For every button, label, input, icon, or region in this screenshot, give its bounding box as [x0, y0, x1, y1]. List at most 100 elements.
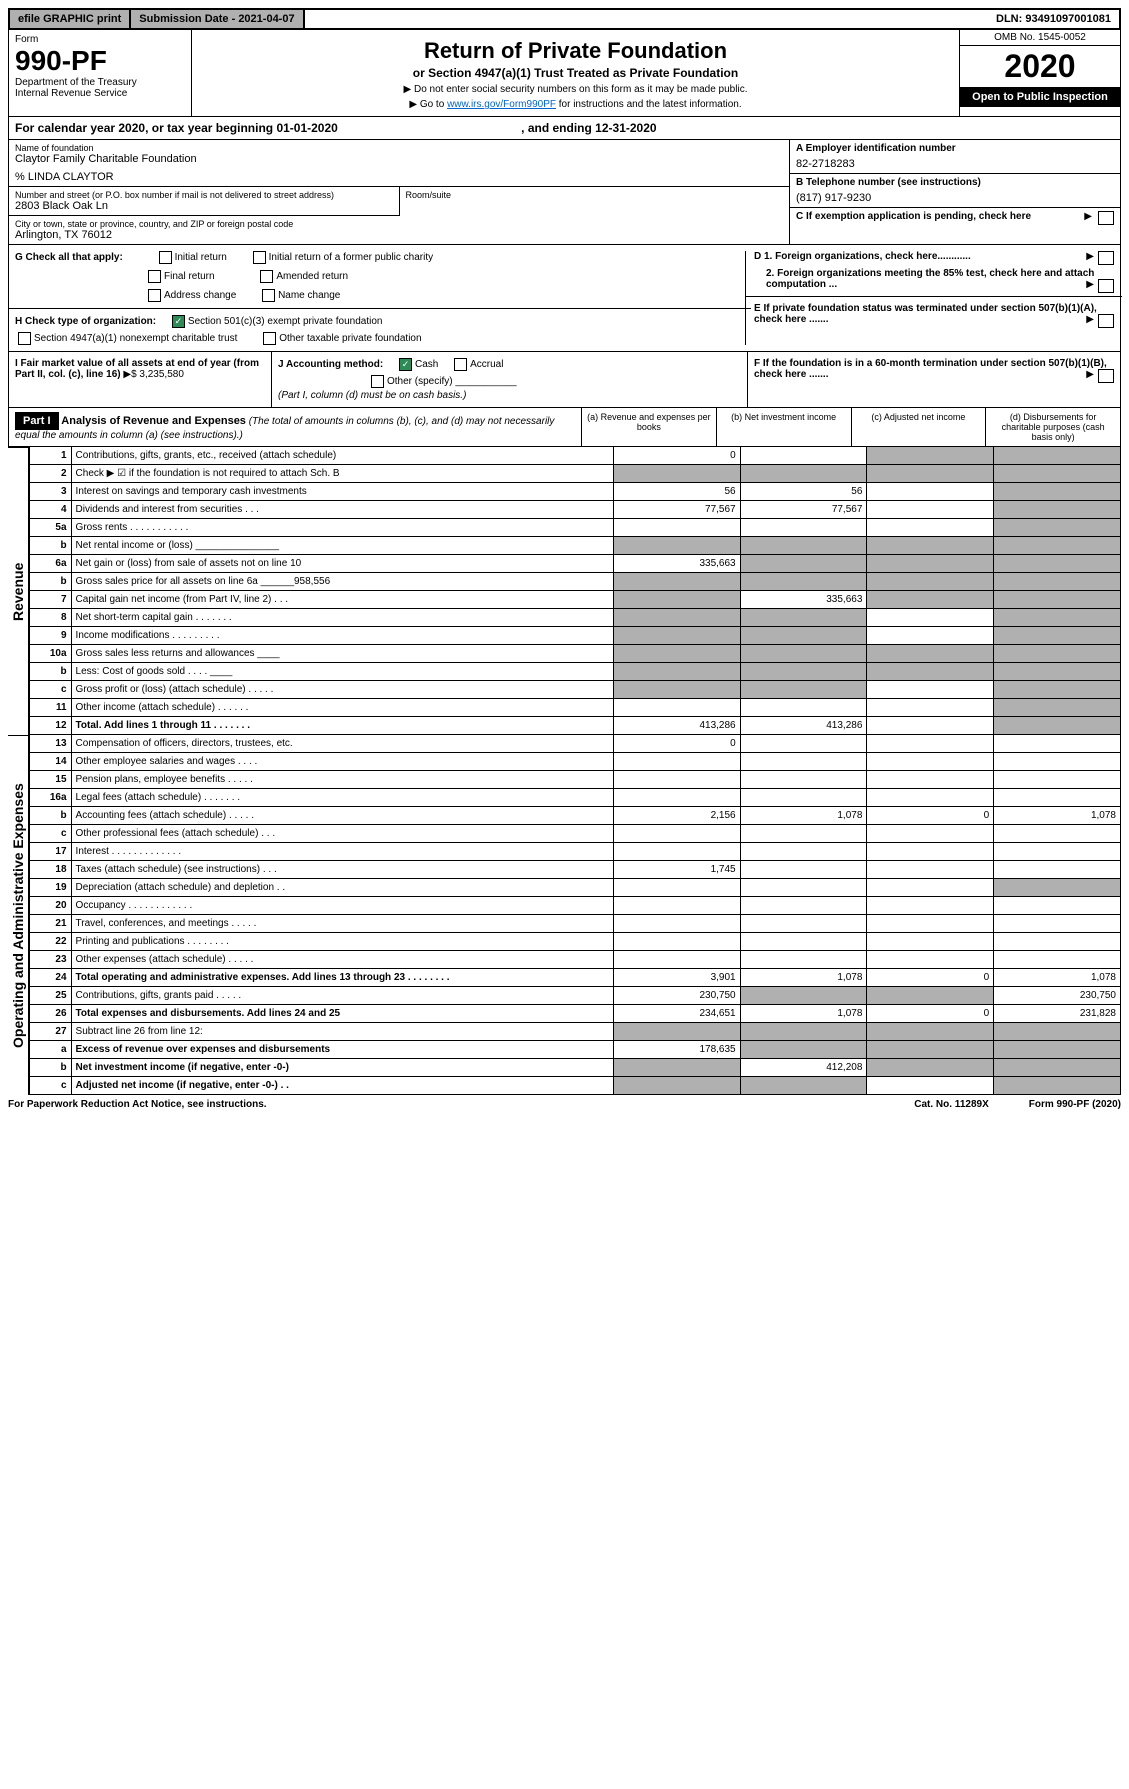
chk-amended[interactable]: [260, 270, 273, 283]
table-row: 24Total operating and administrative exp…: [30, 969, 1121, 987]
line-number: 1: [30, 447, 72, 465]
table-cell: [613, 879, 740, 897]
table-cell: [613, 789, 740, 807]
table-cell: [613, 609, 740, 627]
table-cell: [994, 609, 1121, 627]
room-cell: Room/suite: [399, 187, 790, 216]
line-desc: Contributions, gifts, grants, etc., rece…: [71, 447, 613, 465]
line-number: 16a: [30, 789, 72, 807]
table-cell: [613, 537, 740, 555]
table-cell: [740, 933, 867, 951]
info-grid: Name of foundation Claytor Family Charit…: [8, 140, 1121, 245]
table-row: 4Dividends and interest from securities …: [30, 501, 1121, 519]
check-right: D 1. Foreign organizations, check here..…: [745, 251, 1114, 345]
table-cell: 56: [740, 483, 867, 501]
table-cell: [994, 843, 1121, 861]
line-number: 12: [30, 717, 72, 735]
line-number: b: [30, 537, 72, 555]
part1-title: Analysis of Revenue and Expenses: [61, 415, 246, 427]
d1-checkbox[interactable]: [1098, 251, 1114, 265]
table-cell: [867, 483, 994, 501]
line-desc: Dividends and interest from securities .…: [71, 501, 613, 519]
dept: Department of the Treasury: [15, 77, 185, 88]
line-desc: Total. Add lines 1 through 11 . . . . . …: [71, 717, 613, 735]
line-desc: Adjusted net income (if negative, enter …: [71, 1077, 613, 1095]
line-desc: Check ▶ ☑ if the foundation is not requi…: [71, 465, 613, 483]
table-cell: [740, 555, 867, 573]
table-cell: [613, 519, 740, 537]
street-address: 2803 Black Oak Ln: [15, 200, 393, 212]
line-desc: Other expenses (attach schedule) . . . .…: [71, 951, 613, 969]
table-cell: [740, 825, 867, 843]
chk-cash[interactable]: [399, 358, 412, 371]
chk-final[interactable]: [148, 270, 161, 283]
dln: DLN: 93491097001081: [988, 10, 1119, 28]
chk-initial[interactable]: [159, 251, 172, 264]
table-cell: [867, 771, 994, 789]
chk-accrual[interactable]: [454, 358, 467, 371]
calyear-end: , and ending 12-31-2020: [521, 121, 656, 135]
foundation-name-cell: Name of foundation Claytor Family Charit…: [9, 140, 789, 187]
part1-badge: Part I: [15, 412, 59, 430]
instr2-post: for instructions and the latest informat…: [556, 99, 742, 110]
footer-mid: Cat. No. 11289X: [914, 1099, 988, 1110]
table-row: 20Occupancy . . . . . . . . . . . .: [30, 897, 1121, 915]
table-cell: [867, 915, 994, 933]
table-cell: [613, 1023, 740, 1041]
table-cell: [994, 465, 1121, 483]
name-label: Name of foundation: [15, 143, 783, 153]
table-cell: [740, 681, 867, 699]
chk-other-method[interactable]: [371, 375, 384, 388]
table-row: 18Taxes (attach schedule) (see instructi…: [30, 861, 1121, 879]
f-checkbox[interactable]: [1098, 369, 1114, 383]
line-number: 6a: [30, 555, 72, 573]
table-cell: [867, 699, 994, 717]
opt-amended: Amended return: [276, 271, 348, 282]
line-desc: Subtract line 26 from line 12:: [71, 1023, 613, 1041]
line-desc: Less: Cost of goods sold . . . . ____: [71, 663, 613, 681]
table-row: 22Printing and publications . . . . . . …: [30, 933, 1121, 951]
d2-checkbox[interactable]: [1098, 279, 1114, 293]
table-row: 16aLegal fees (attach schedule) . . . . …: [30, 789, 1121, 807]
table-row: aExcess of revenue over expenses and dis…: [30, 1041, 1121, 1059]
line-desc: Net rental income or (loss) ____________…: [71, 537, 613, 555]
table-row: 6aNet gain or (loss) from sale of assets…: [30, 555, 1121, 573]
table-cell: [613, 699, 740, 717]
table-cell: [994, 951, 1121, 969]
section-j: J Accounting method: Cash Accrual Other …: [272, 352, 748, 407]
line-desc: Other income (attach schedule) . . . . .…: [71, 699, 613, 717]
table-row: cAdjusted net income (if negative, enter…: [30, 1077, 1121, 1095]
table-cell: [994, 789, 1121, 807]
line-number: 20: [30, 897, 72, 915]
line-number: a: [30, 1041, 72, 1059]
table-cell: [613, 591, 740, 609]
table-row: 2Check ▶ ☑ if the foundation is not requ…: [30, 465, 1121, 483]
f-label: F If the foundation is in a 60-month ter…: [754, 358, 1107, 380]
e-checkbox[interactable]: [1098, 314, 1114, 328]
chk-name[interactable]: [262, 289, 275, 302]
table-row: bAccounting fees (attach schedule) . . .…: [30, 807, 1121, 825]
chk-4947[interactable]: [18, 332, 31, 345]
irs-link[interactable]: www.irs.gov/Form990PF: [447, 99, 556, 110]
table-cell: [867, 519, 994, 537]
exp-table-wrap: Operating and Administrative Expenses 13…: [8, 735, 1121, 1095]
c-checkbox[interactable]: [1098, 211, 1114, 225]
part1-header-row: Part I Analysis of Revenue and Expenses …: [8, 408, 1121, 447]
table-cell: [613, 915, 740, 933]
table-cell: [867, 645, 994, 663]
table-row: 23Other expenses (attach schedule) . . .…: [30, 951, 1121, 969]
chk-501c3[interactable]: [172, 315, 185, 328]
i-value: ▶$ 3,235,580: [123, 369, 184, 380]
table-row: cOther professional fees (attach schedul…: [30, 825, 1121, 843]
address-row: Number and street (or P.O. box number if…: [9, 187, 789, 216]
table-row: 3Interest on savings and temporary cash …: [30, 483, 1121, 501]
chk-other-tax[interactable]: [263, 332, 276, 345]
line-desc: Accounting fees (attach schedule) . . . …: [71, 807, 613, 825]
tax-year: 2020: [960, 46, 1120, 87]
table-cell: [867, 627, 994, 645]
line-number: b: [30, 663, 72, 681]
form-number: 990-PF: [15, 45, 185, 77]
chk-address[interactable]: [148, 289, 161, 302]
chk-initial-former[interactable]: [253, 251, 266, 264]
table-cell: 0: [867, 807, 994, 825]
